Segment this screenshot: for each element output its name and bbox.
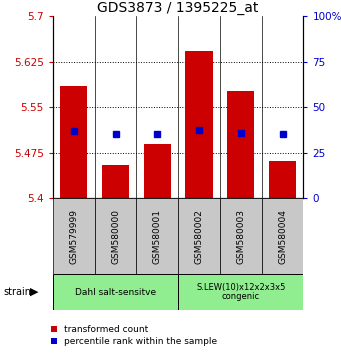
Text: ▶: ▶ bbox=[30, 287, 38, 297]
Text: strain: strain bbox=[3, 287, 31, 297]
Text: GSM580002: GSM580002 bbox=[195, 209, 204, 264]
Bar bbox=[269, 161, 296, 198]
Bar bbox=[53, 198, 94, 274]
Bar bbox=[60, 86, 87, 198]
Bar bbox=[178, 274, 303, 310]
Text: GSM580001: GSM580001 bbox=[153, 209, 162, 264]
Bar bbox=[262, 198, 303, 274]
Bar bbox=[178, 198, 220, 274]
Text: S.LEW(10)x12x2x3x5
congenic: S.LEW(10)x12x2x3x5 congenic bbox=[196, 283, 285, 301]
Bar bbox=[94, 198, 136, 274]
Bar bbox=[186, 51, 213, 198]
Text: GSM580000: GSM580000 bbox=[111, 209, 120, 264]
Bar bbox=[136, 198, 178, 274]
Bar bbox=[227, 91, 254, 198]
Bar bbox=[102, 165, 129, 198]
Bar bbox=[53, 274, 178, 310]
Title: GDS3873 / 1395225_at: GDS3873 / 1395225_at bbox=[98, 1, 259, 15]
Bar bbox=[220, 198, 262, 274]
Text: GSM580003: GSM580003 bbox=[236, 209, 245, 264]
Text: GSM580004: GSM580004 bbox=[278, 209, 287, 264]
Bar bbox=[144, 143, 171, 198]
Text: Dahl salt-sensitve: Dahl salt-sensitve bbox=[75, 287, 156, 297]
Legend: transformed count, percentile rank within the sample: transformed count, percentile rank withi… bbox=[50, 325, 217, 346]
Text: GSM579999: GSM579999 bbox=[69, 209, 78, 264]
